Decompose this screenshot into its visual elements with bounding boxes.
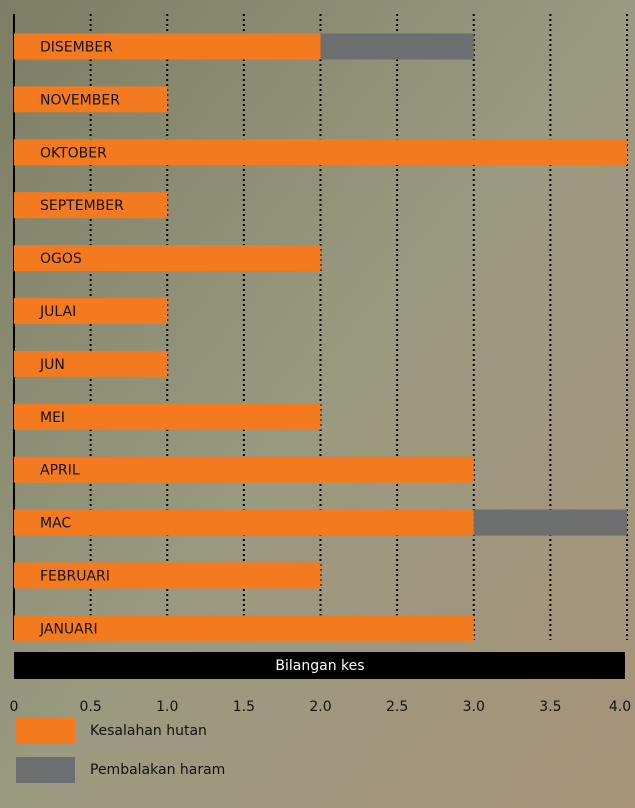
category-label: FEBRUARI — [40, 568, 110, 584]
category-label: OKTOBER — [40, 145, 107, 161]
axis-title-band — [14, 652, 625, 679]
category-label: DISEMBER — [40, 39, 113, 55]
category-label: OGOS — [40, 251, 82, 267]
x-axis-title: Bilangan kes — [275, 658, 364, 674]
bar — [14, 562, 321, 589]
category-label: JUN — [39, 357, 65, 373]
bar — [14, 86, 168, 113]
x-tick-label: 4.0 — [609, 699, 631, 715]
x-tick-label: 3.5 — [539, 699, 561, 715]
bar — [14, 350, 168, 377]
x-tick-label: 0 — [10, 699, 19, 715]
bar — [14, 615, 474, 642]
x-tick-label: 0.5 — [79, 699, 101, 715]
legend-swatch — [16, 757, 75, 783]
bar — [14, 245, 321, 272]
category-label: MAC — [40, 516, 71, 532]
category-label: SEPTEMBER — [40, 198, 124, 214]
bar — [320, 33, 474, 60]
category-label: NOVEMBER — [40, 92, 120, 108]
category-label: APRIL — [40, 463, 80, 479]
legend-label: Pembalakan haram — [90, 762, 225, 778]
x-tick-label: 2.5 — [386, 699, 408, 715]
x-tick-label: 1.0 — [156, 699, 178, 715]
bar — [14, 509, 474, 536]
bar — [14, 33, 321, 60]
x-tick-label: 2.0 — [309, 699, 331, 715]
category-label: JANUARI — [39, 621, 98, 637]
bar — [14, 456, 474, 483]
legend-swatch — [16, 718, 75, 744]
x-tick-label: 1.5 — [233, 699, 255, 715]
bar — [14, 139, 627, 166]
bar — [14, 192, 168, 219]
legend-label: Kesalahan hutan — [90, 723, 207, 739]
x-tick-label: 3.0 — [463, 699, 485, 715]
category-label: MEI — [40, 410, 65, 426]
bar — [14, 403, 321, 430]
bar — [473, 509, 627, 536]
category-label: JULAI — [39, 304, 76, 320]
bar — [14, 297, 168, 324]
